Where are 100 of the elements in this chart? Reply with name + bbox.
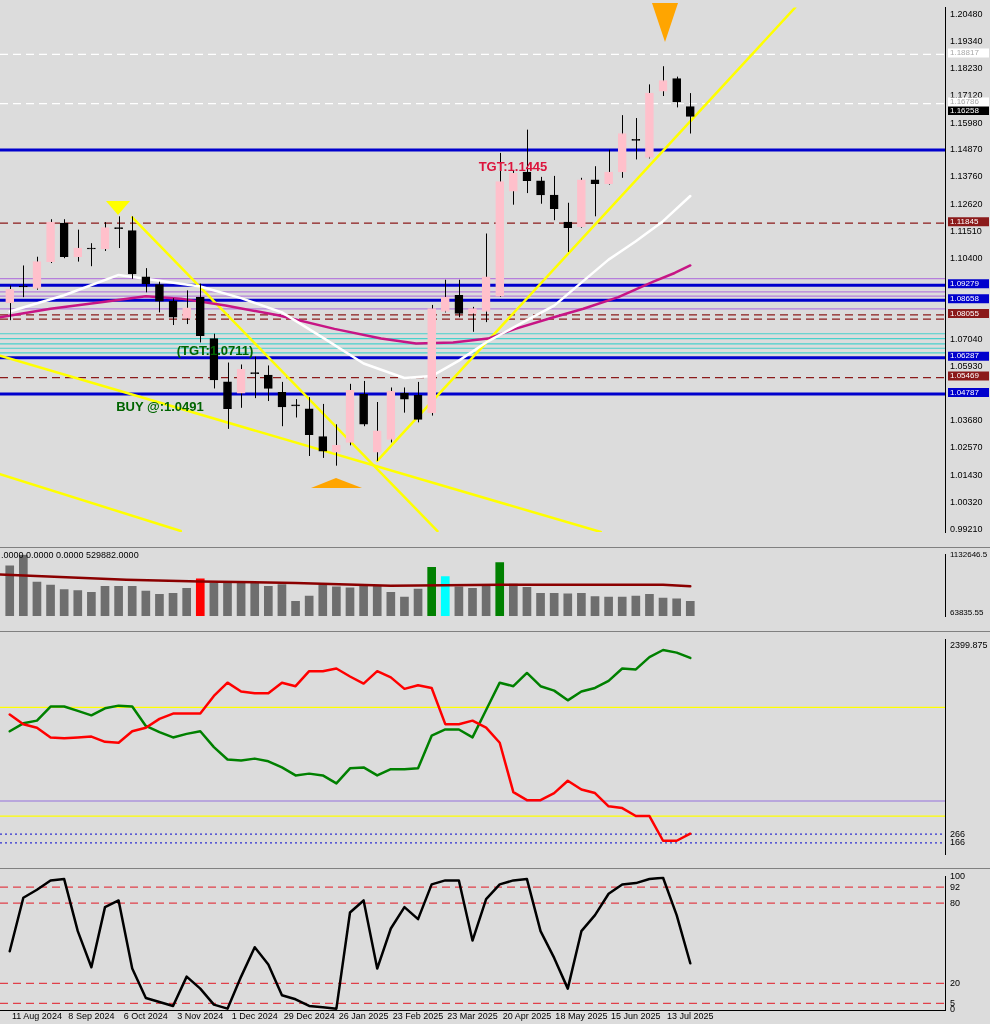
bar [209,582,219,616]
bar [658,597,668,616]
bar [590,596,600,616]
candlestick [468,306,477,333]
y-tick-label: 0.99210 [950,523,983,534]
candlestick [168,297,178,326]
y-tick-label: 1.18230 [950,63,983,74]
bar [114,585,123,616]
bar [291,601,300,616]
x-tick-label: 26 Jan 2025 [338,1010,389,1021]
candlestick [87,242,96,267]
y-tick-label: 1.20480 [950,8,983,19]
x-tick-label: 6 Oct 2024 [123,1010,168,1021]
x-tick-label: 20 Apr 2025 [502,1010,552,1021]
bar [359,585,368,616]
ref-line-label: 1.08658 [950,294,980,304]
bar [32,581,42,616]
bar [87,591,96,616]
y-tick-label: 1.19340 [950,36,983,47]
candlestick [509,170,518,206]
candlestick [236,363,246,409]
bar [277,584,287,616]
candlestick [672,76,681,108]
bar [495,562,505,616]
x-tick-label: 29 Dec 2024 [283,1010,335,1021]
bar [304,595,314,616]
candlestick [563,202,573,253]
candlestick [182,289,191,325]
bar [182,588,191,616]
ref-line-label: 1.08055 [950,308,980,318]
bar [563,593,573,616]
text: 1.16258 [950,105,980,115]
ref-line-label: 1.18817 [950,48,980,58]
y-tick-label: 1.14870 [950,144,983,155]
bar [400,596,409,616]
y-tick-label: 1.11510 [950,225,982,236]
candlestick [372,401,382,462]
y-tick-label: 166 [950,837,966,848]
bar [332,586,341,616]
ref-line-label: 1.04787 [950,387,980,397]
y-tick-label: 2399.875 [950,640,988,651]
bar [509,583,518,616]
bar [5,565,15,616]
candlestick [100,221,110,252]
x-tick-label: 1 Dec 2024 [231,1010,278,1021]
bar [264,585,273,616]
candlestick [291,398,300,418]
candlestick [413,381,423,423]
y-tick-label: 1.07040 [950,334,983,345]
y-tick-label: 20 [950,977,961,988]
y-tick-label: 63835.55 [950,607,984,617]
ref-line-label: 1.06287 [950,351,980,361]
candlestick [73,229,83,263]
x-tick-label: 23 Feb 2025 [392,1010,444,1021]
x-tick-label: 13 Jul 2025 [667,1010,714,1021]
y-tick-label: 1.10400 [950,252,983,263]
bar [631,595,641,616]
y-tick-label: 100 [950,870,966,881]
ref-line-label: 1.11845 [950,216,979,226]
y-tick-label: 1.01430 [950,469,983,480]
bar [685,601,695,616]
y-tick-label: 1.17120 [950,90,983,100]
ref-line-label: 1.05469 [950,371,980,381]
bar [617,596,627,616]
y-tick-label: 80 [950,897,961,908]
bar [386,591,396,616]
bar [195,578,205,616]
candlestick [155,281,164,313]
bar [345,587,355,616]
bar [454,586,464,616]
candlestick [318,403,328,459]
bar [427,567,436,616]
bar [59,589,69,616]
ref-line-label: 1.16786 [950,97,980,107]
bar [141,590,151,616]
y-tick-label: 266 [950,828,966,839]
bar [468,588,477,616]
y-tick-label: 1.15980 [950,117,983,128]
bar [372,585,382,616]
candlestick [454,279,464,318]
bar [536,592,545,616]
y-tick-label: 92 [950,881,961,892]
x-tick-label: 18 May 2025 [555,1010,608,1021]
bar [604,596,613,616]
bar [522,587,532,616]
candlestick [440,279,450,313]
candlestick [604,149,613,186]
bar [250,581,260,616]
y-tick-label: 1.02570 [950,442,983,453]
ref-line-label: 1.09279 [950,279,980,289]
candlestick [536,176,545,205]
candlestick [631,117,641,160]
x-tick-label: 23 Mar 2025 [447,1010,498,1021]
annotation: .0000 0.0000 0.0000 529882.0000 [1,549,139,560]
candlestick [590,165,600,217]
bar [46,584,55,616]
bar [672,598,681,616]
bar [223,582,232,616]
bar [413,588,423,616]
x-tick-label: 3 Nov 2024 [177,1010,224,1021]
